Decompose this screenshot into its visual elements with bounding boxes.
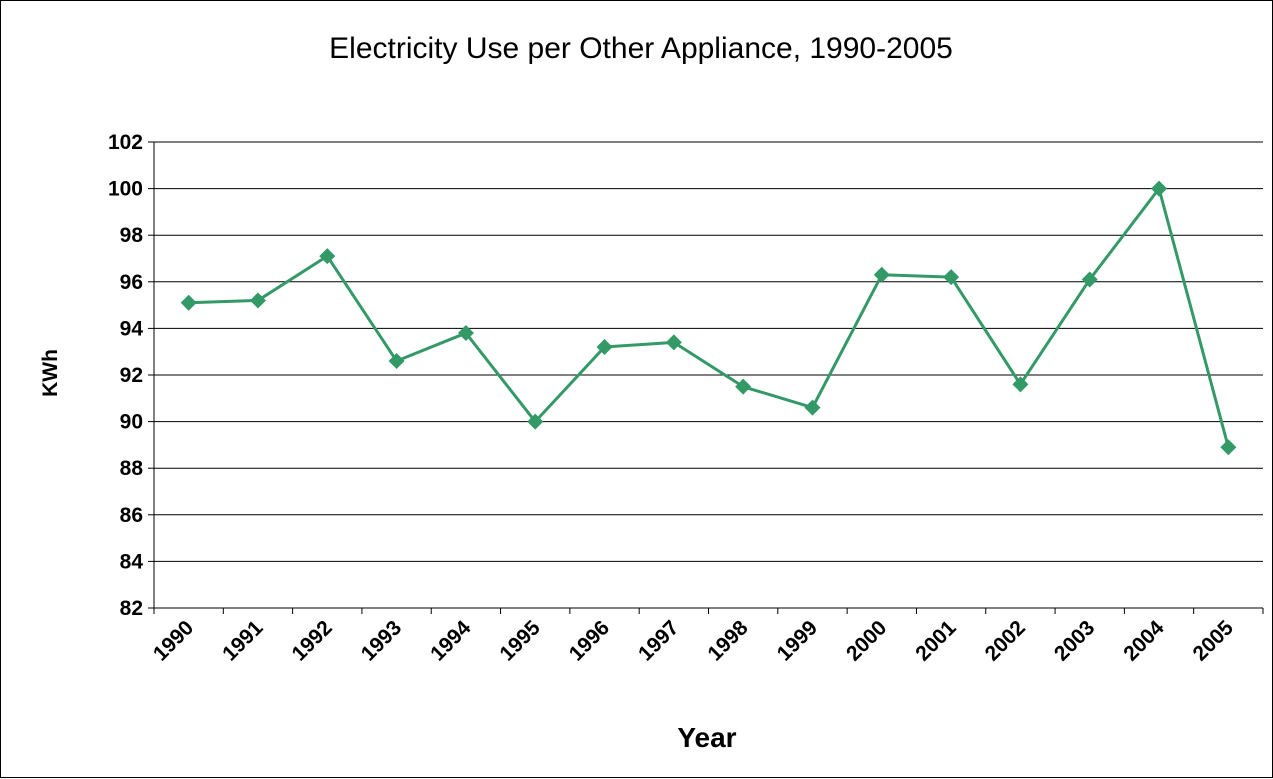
x-tick-label: 1991 — [218, 616, 268, 666]
data-point-marker — [1012, 376, 1029, 393]
x-tick-label: 1995 — [495, 616, 545, 666]
x-tick-label: 2003 — [1050, 616, 1099, 665]
series-line — [188, 187, 1230, 448]
x-tick-label: 2004 — [1119, 616, 1169, 666]
data-point-marker — [873, 266, 890, 283]
y-tick-label: 84 — [120, 550, 144, 573]
x-tick-label: 2005 — [1189, 616, 1239, 666]
data-point-marker — [319, 248, 336, 265]
x-tick-label: 2001 — [911, 616, 961, 666]
data-point-marker — [1151, 180, 1168, 197]
x-tick-label: 1997 — [634, 616, 683, 665]
y-tick-label: 102 — [108, 131, 143, 154]
y-tick-label: 96 — [120, 271, 143, 294]
data-point-marker — [527, 413, 544, 430]
y-tick-label: 94 — [120, 317, 144, 340]
data-point-marker — [180, 294, 197, 311]
y-axis-ticks: 82 84 86 88 90 92 94 96 98 100 102 — [108, 131, 143, 620]
y-axis-label: KWh — [39, 349, 62, 397]
y-tick-label: 82 — [120, 597, 143, 620]
data-point-marker — [943, 269, 960, 286]
series-markers — [180, 180, 1237, 456]
x-tick-label: 2002 — [981, 616, 1030, 665]
x-tick-label: 1994 — [426, 616, 476, 666]
y-tick-label: 100 — [108, 178, 143, 201]
series-line-path — [188, 187, 1230, 448]
x-tick-label: 1999 — [773, 616, 822, 665]
data-point-marker — [804, 399, 821, 416]
data-point-marker — [1220, 439, 1237, 456]
x-tick-label: 1992 — [288, 616, 337, 665]
x-tick-label: 1996 — [565, 616, 614, 665]
y-tick-label: 90 — [120, 411, 143, 434]
x-tick-label: 1993 — [357, 616, 406, 665]
chart-title: Electricity Use per Other Appliance, 199… — [329, 32, 953, 65]
gridlines — [154, 141, 1263, 562]
data-point-marker — [735, 378, 752, 395]
x-axis-ticks: 1990 1991 1992 1993 1994 1995 1996 1997 1998 1999… — [149, 616, 1238, 666]
x-axis-label: Year — [677, 722, 736, 753]
data-point-marker — [596, 339, 613, 356]
y-tick-label: 86 — [120, 504, 143, 527]
axes — [148, 141, 1264, 614]
data-point-marker — [457, 325, 474, 342]
x-tick-label: 1998 — [703, 616, 753, 666]
y-tick-label: 88 — [120, 457, 144, 480]
x-tick-label: 1990 — [149, 616, 198, 665]
data-point-marker — [249, 292, 266, 309]
data-point-marker — [388, 353, 405, 370]
y-tick-label: 92 — [120, 364, 143, 387]
data-point-marker — [665, 334, 682, 351]
data-point-marker — [1081, 271, 1098, 288]
y-tick-label: 98 — [120, 224, 144, 247]
x-tick-label: 2000 — [842, 616, 891, 665]
